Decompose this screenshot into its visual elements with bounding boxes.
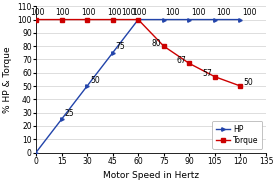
HP	[111, 52, 114, 54]
Torque	[86, 18, 89, 21]
HP	[34, 151, 38, 154]
Text: 67: 67	[177, 56, 187, 65]
Y-axis label: % HP & Torque: % HP & Torque	[3, 46, 12, 113]
Text: 100: 100	[56, 8, 70, 17]
HP	[162, 18, 165, 21]
HP	[188, 18, 191, 21]
Text: 100: 100	[121, 8, 136, 17]
Torque	[60, 18, 63, 21]
Text: 80: 80	[151, 39, 161, 48]
Line: HP: HP	[34, 18, 242, 154]
Torque	[34, 18, 38, 21]
Torque	[213, 76, 217, 78]
HP	[213, 18, 217, 21]
HP	[60, 118, 63, 120]
Line: Torque: Torque	[34, 18, 242, 88]
Torque	[162, 45, 165, 47]
Torque	[239, 85, 242, 87]
Text: 100: 100	[216, 8, 231, 17]
Text: 57: 57	[202, 69, 212, 78]
Text: 25: 25	[64, 109, 74, 118]
HP	[86, 85, 89, 87]
Legend: HP, Torque: HP, Torque	[212, 121, 262, 149]
Text: 100: 100	[132, 8, 147, 17]
Text: 100: 100	[191, 8, 205, 17]
Text: 50: 50	[90, 76, 100, 85]
Text: 100: 100	[165, 8, 180, 17]
Torque	[111, 18, 114, 21]
Text: 100: 100	[107, 8, 121, 17]
HP	[137, 18, 140, 21]
X-axis label: Motor Speed in Hertz: Motor Speed in Hertz	[103, 171, 199, 180]
Text: 75: 75	[115, 42, 125, 51]
Text: 100: 100	[30, 8, 45, 17]
Text: 100: 100	[81, 8, 96, 17]
Text: 50: 50	[243, 79, 253, 87]
Torque	[137, 18, 140, 21]
Text: 100: 100	[242, 8, 256, 17]
HP	[239, 18, 242, 21]
Torque	[188, 62, 191, 65]
